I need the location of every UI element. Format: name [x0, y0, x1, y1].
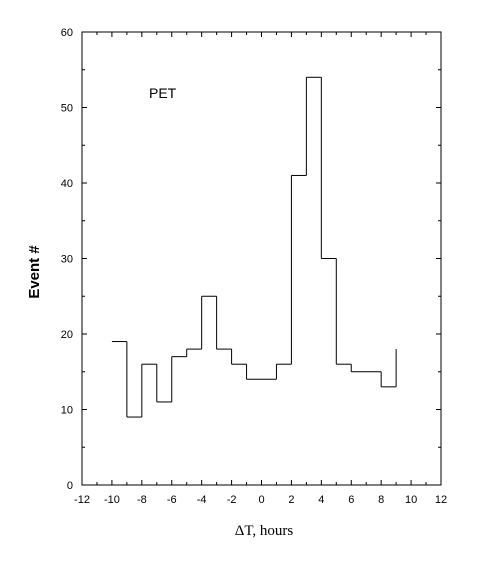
y-tick-label: 40 — [61, 178, 73, 190]
y-tick-label: 0 — [67, 480, 73, 492]
x-tick-label: -2 — [227, 494, 237, 506]
x-tick-label: -10 — [104, 494, 120, 506]
x-axis-ticks: -12 -10 -8 -6 -4 -2 0 2 4 6 8 10 12 — [74, 32, 447, 506]
x-axis-label: ΔT, hours — [235, 523, 294, 539]
y-axis-ticks: 0 10 20 30 40 50 60 — [61, 27, 441, 492]
x-tick-label: 8 — [378, 494, 384, 506]
x-tick-label: 4 — [318, 494, 324, 506]
x-tick-label: -6 — [167, 494, 177, 506]
y-axis-label: Event # — [26, 245, 43, 299]
x-tick-label: 2 — [288, 494, 294, 506]
x-tick-label: 6 — [348, 494, 354, 506]
x-tick-label: -8 — [137, 494, 147, 506]
x-tick-label: 0 — [258, 494, 264, 506]
x-tick-label: 10 — [405, 494, 417, 506]
x-tick-label: 12 — [435, 494, 447, 506]
y-tick-label: 50 — [61, 103, 73, 115]
y-tick-label: 10 — [61, 405, 73, 417]
x-tick-label: -4 — [197, 494, 207, 506]
chart-annotation: PET — [149, 85, 177, 101]
series-group — [111, 76, 397, 418]
x-tick-label: -12 — [74, 494, 90, 506]
y-tick-label: 60 — [61, 27, 73, 39]
y-tick-label: 20 — [61, 329, 73, 341]
y-tick-label: 30 — [61, 254, 73, 266]
